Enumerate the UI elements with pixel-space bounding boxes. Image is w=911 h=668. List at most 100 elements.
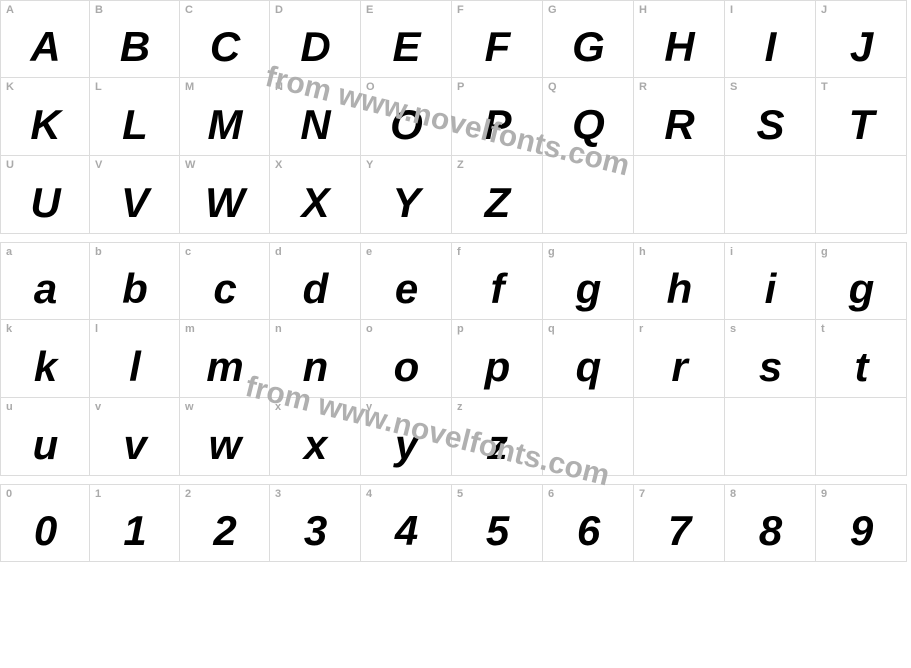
glyph-display: q (576, 343, 601, 391)
glyph-cell: KK (0, 78, 90, 156)
glyph-cell: VV (90, 156, 180, 234)
glyph-display: H (664, 23, 693, 71)
glyph-display: U (30, 179, 59, 227)
cell-label: b (95, 246, 102, 258)
glyph-cell (543, 398, 634, 476)
glyph-display: T (849, 101, 874, 149)
glyph-display: g (849, 265, 874, 313)
glyph-display: n (303, 343, 328, 391)
cell-label: 8 (730, 488, 736, 500)
glyph-cell: CC (180, 0, 270, 78)
glyph-display: 3 (304, 507, 326, 555)
glyph-display: w (209, 421, 241, 469)
glyph-cell: MM (180, 78, 270, 156)
glyph-display: d (303, 265, 328, 313)
cell-label: C (185, 4, 193, 16)
glyph-display: M (208, 101, 242, 149)
glyph-cell: 77 (634, 484, 725, 562)
glyph-cell: 55 (452, 484, 543, 562)
cell-label: L (95, 81, 102, 93)
glyph-display: F (485, 23, 510, 71)
glyph-cell: dd (270, 242, 361, 320)
glyph-display: S (756, 101, 783, 149)
glyph-cell: TT (816, 78, 907, 156)
cell-label: v (95, 401, 101, 413)
glyph-display: B (120, 23, 149, 71)
cell-label: 5 (457, 488, 463, 500)
digits-section: 00112233445566778899 (0, 484, 911, 562)
glyph-cell: SS (725, 78, 816, 156)
glyph-cell: gg (543, 242, 634, 320)
glyph-cell: aa (0, 242, 90, 320)
cell-label: W (185, 159, 195, 171)
glyph-display: 5 (486, 507, 508, 555)
cell-label: 6 (548, 488, 554, 500)
cell-label: h (639, 246, 646, 258)
cell-label: m (185, 323, 195, 335)
cell-label: X (275, 159, 282, 171)
glyph-display: m (206, 343, 242, 391)
lowercase-section: aabbccddeeffgghhiiggkkllmmnnooppqqrrsstt… (0, 242, 911, 476)
cell-label: P (457, 81, 464, 93)
glyph-cell: ii (725, 242, 816, 320)
glyph-display: 9 (850, 507, 872, 555)
cell-label: I (730, 4, 733, 16)
glyph-cell: 33 (270, 484, 361, 562)
glyph-display: J (850, 23, 872, 71)
glyph-display: v (123, 421, 145, 469)
glyph-display: p (485, 343, 510, 391)
glyph-display: R (664, 101, 693, 149)
glyph-cell: ff (452, 242, 543, 320)
cell-label: J (821, 4, 827, 16)
glyph-cell: qq (543, 320, 634, 398)
glyph-display: 1 (123, 507, 145, 555)
uppercase-section: AABBCCDDEEFFGGHHIIJJKKLLMMNNOOPPQQRRSSTT… (0, 0, 911, 234)
cell-label: E (366, 4, 373, 16)
glyph-cell: hh (634, 242, 725, 320)
glyph-cell: BB (90, 0, 180, 78)
glyph-display: Z (485, 179, 510, 227)
glyph-display: x (304, 421, 326, 469)
glyph-display: g (576, 265, 601, 313)
glyph-cell: FF (452, 0, 543, 78)
glyph-display: I (765, 23, 776, 71)
cell-label: i (730, 246, 733, 258)
glyph-cell: DD (270, 0, 361, 78)
glyph-cell: 00 (0, 484, 90, 562)
glyph-display: X (301, 179, 328, 227)
cell-label: U (6, 159, 14, 171)
cell-label: V (95, 159, 102, 171)
cell-label: g (548, 246, 555, 258)
glyph-display: h (667, 265, 692, 313)
cell-label: f (457, 246, 461, 258)
glyph-cell: 66 (543, 484, 634, 562)
glyph-cell: cc (180, 242, 270, 320)
glyph-cell: tt (816, 320, 907, 398)
cell-label: Y (366, 159, 373, 171)
glyph-cell: pp (452, 320, 543, 398)
glyph-cell: OO (361, 78, 452, 156)
glyph-cell: gg (816, 242, 907, 320)
glyph-cell: PP (452, 78, 543, 156)
cell-label: l (95, 323, 98, 335)
glyph-display: 7 (668, 507, 690, 555)
cell-label: Q (548, 81, 557, 93)
glyph-cell: HH (634, 0, 725, 78)
glyph-cell (725, 398, 816, 476)
glyph-cell: YY (361, 156, 452, 234)
cell-label: e (366, 246, 372, 258)
glyph-display: W (205, 179, 244, 227)
glyph-display: t (855, 343, 868, 391)
cell-label: M (185, 81, 194, 93)
cell-label: K (6, 81, 14, 93)
glyph-display: N (300, 101, 329, 149)
cell-label: g (821, 246, 828, 258)
glyph-cell: kk (0, 320, 90, 398)
cell-label: t (821, 323, 825, 335)
glyph-cell (816, 398, 907, 476)
glyph-display: P (483, 101, 510, 149)
cell-label: w (185, 401, 194, 413)
glyph-cell: II (725, 0, 816, 78)
glyph-display: e (395, 265, 417, 313)
glyph-display: b (122, 265, 147, 313)
